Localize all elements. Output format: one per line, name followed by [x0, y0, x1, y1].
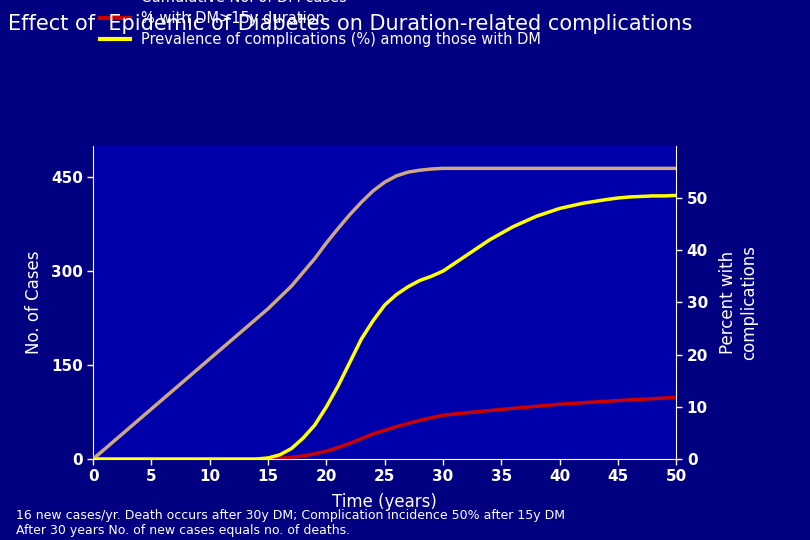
Y-axis label: Percent with
complications: Percent with complications — [719, 245, 758, 360]
Legend: Cumulative No. of DM cases, % with DM>15y duration, Prevalence of complications : Cumulative No. of DM cases, % with DM>15… — [100, 0, 541, 47]
Text: Effect of  Epidemic of Diabetes on Duration-related complications: Effect of Epidemic of Diabetes on Durati… — [8, 14, 693, 33]
Y-axis label: No. of Cases: No. of Cases — [24, 251, 43, 354]
Text: 16 new cases/yr. Death occurs after 30y DM; Complication incidence 50% after 15y: 16 new cases/yr. Death occurs after 30y … — [8, 509, 565, 537]
X-axis label: Time (years): Time (years) — [332, 492, 437, 511]
